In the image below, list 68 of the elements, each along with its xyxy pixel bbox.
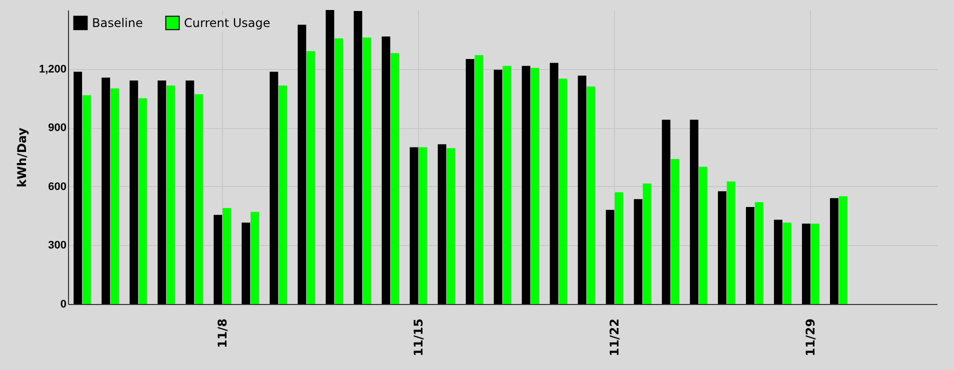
bar [250, 212, 260, 304]
y-tick-label: 1,200 [38, 63, 66, 76]
bar [410, 147, 418, 304]
bar [550, 62, 558, 304]
bar [586, 86, 596, 304]
x-tick-label: 11/22 [608, 318, 622, 356]
bar [670, 158, 680, 304]
bar [810, 224, 820, 304]
bar [278, 85, 288, 304]
bar [306, 51, 316, 304]
bar [718, 191, 726, 304]
bar [774, 220, 782, 304]
legend-label: Current Usage [184, 16, 270, 30]
bar [838, 196, 848, 304]
bar [166, 85, 176, 304]
bar [502, 66, 512, 304]
bar [726, 182, 736, 304]
bar [474, 55, 484, 304]
bar [362, 37, 372, 304]
bar [614, 192, 624, 304]
bar [334, 38, 344, 304]
bar [110, 88, 119, 304]
bar [102, 78, 110, 304]
y-tick-label: 900 [48, 122, 66, 134]
bar [390, 53, 400, 304]
legend-label: Baseline [92, 16, 143, 30]
y-tick-label: 300 [48, 240, 66, 252]
bar [606, 210, 614, 304]
bar [698, 166, 708, 304]
bar [138, 98, 147, 304]
bar [82, 95, 91, 304]
bar [634, 199, 642, 304]
bar [438, 144, 446, 304]
bar [354, 10, 362, 304]
bar [642, 183, 652, 304]
bar [494, 70, 502, 304]
bar [186, 80, 194, 304]
bar [222, 208, 232, 304]
bar [194, 94, 204, 304]
x-tick-label: 11/8 [215, 318, 230, 348]
bar [326, 10, 334, 304]
bar [130, 80, 138, 304]
bar [830, 198, 838, 304]
bar [418, 147, 428, 304]
x-tick-label: 11/15 [411, 318, 426, 356]
bar [382, 36, 390, 304]
bar [802, 224, 810, 304]
bar [74, 72, 82, 304]
bar [530, 68, 540, 304]
bar [578, 76, 586, 304]
y-axis-title: kWh/Day [14, 127, 29, 188]
bar [746, 206, 754, 304]
bar [754, 202, 764, 304]
bar [298, 24, 306, 304]
bar [466, 59, 474, 304]
bar [558, 78, 568, 304]
bar [158, 80, 166, 304]
bar [446, 148, 456, 304]
bar [690, 120, 698, 304]
bar [782, 222, 792, 304]
x-tick-label: 11/29 [804, 318, 818, 356]
bar [662, 120, 670, 304]
bar [522, 66, 530, 304]
bar [242, 222, 250, 304]
bar [270, 72, 278, 304]
bar [214, 214, 222, 304]
y-tick-label: 0 [60, 298, 66, 310]
y-tick-label: 600 [48, 180, 66, 193]
